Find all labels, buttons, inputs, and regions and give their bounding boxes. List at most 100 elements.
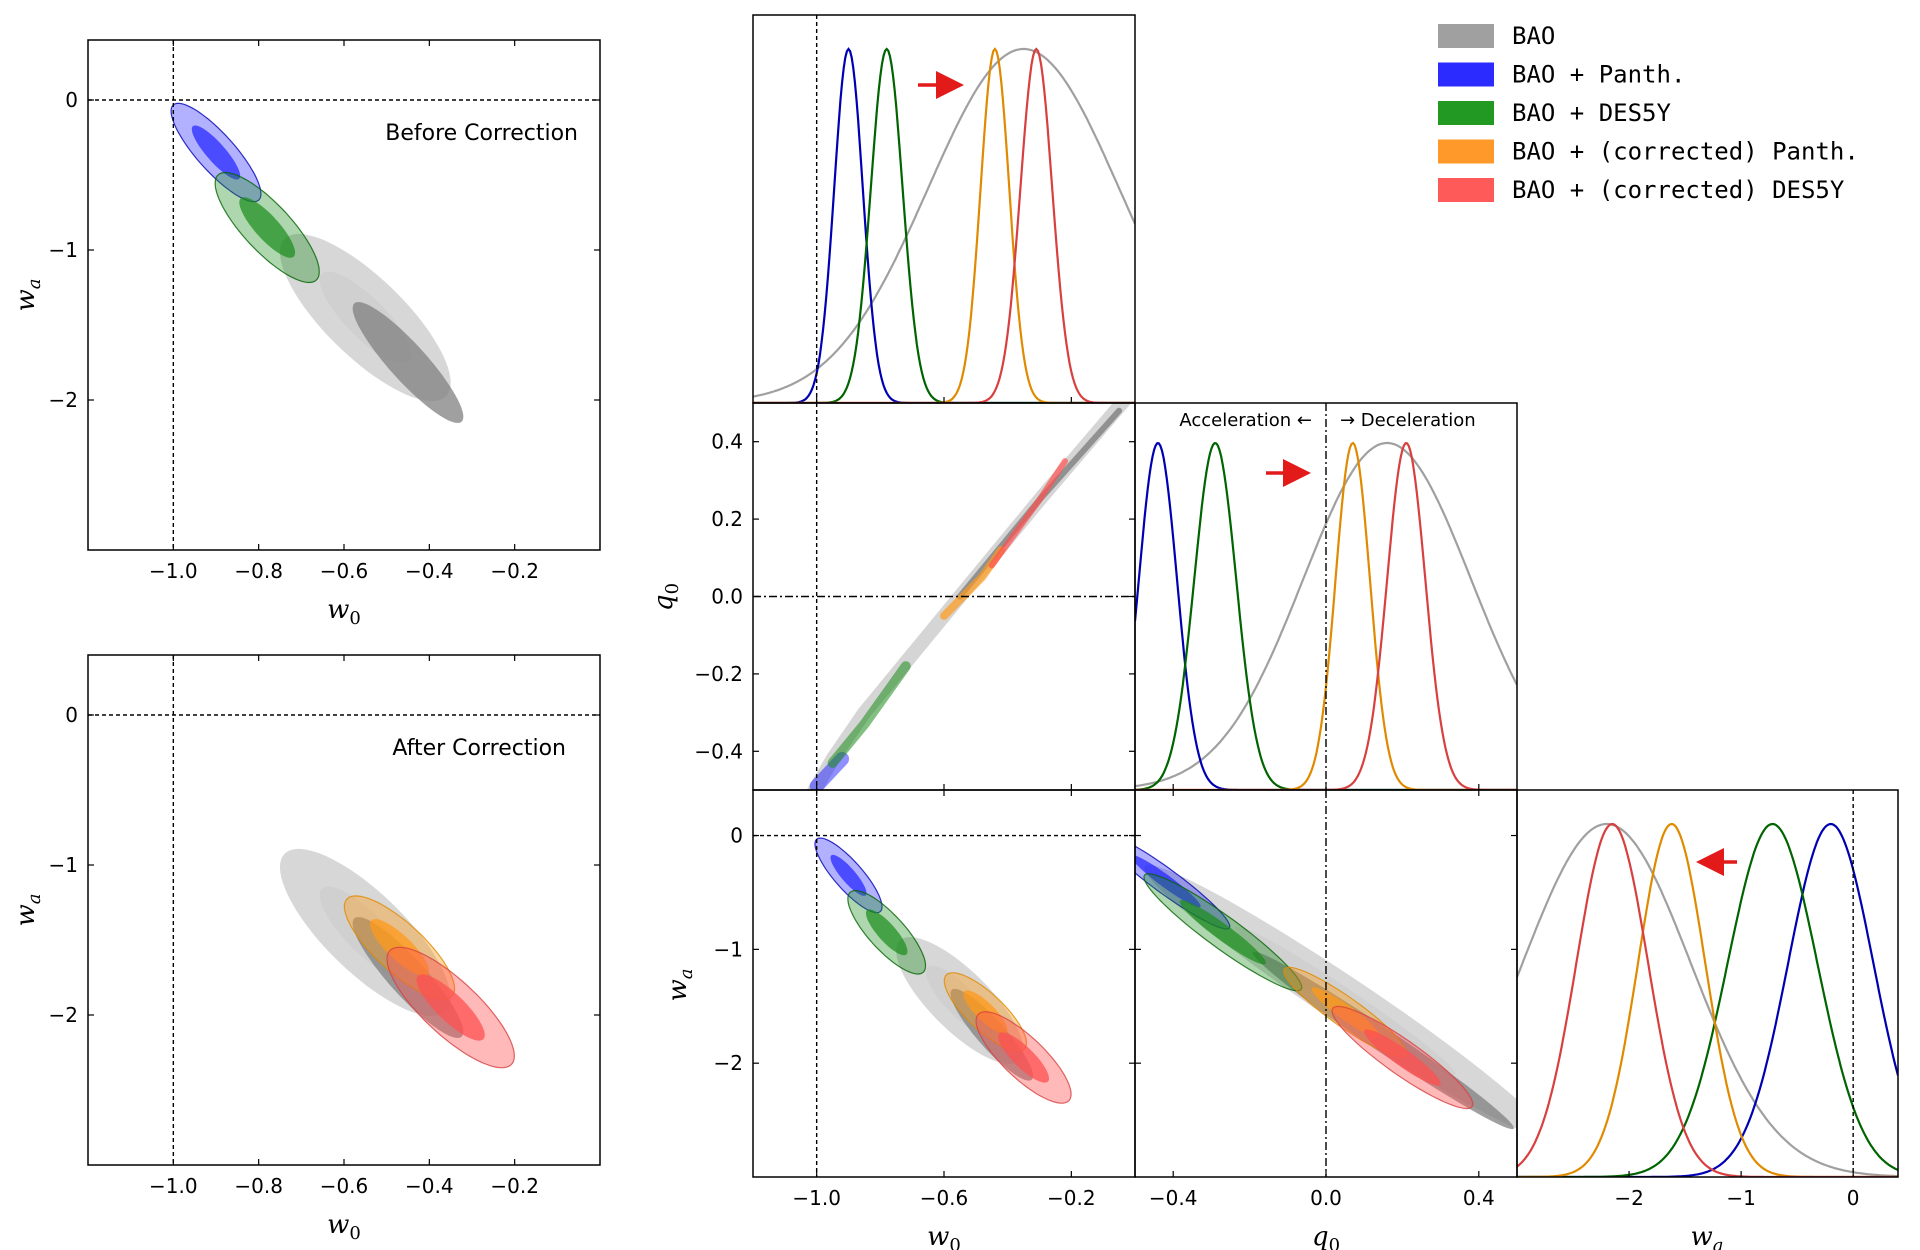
c31-ytick-label: −1 bbox=[714, 937, 743, 961]
after-ytick-label: −1 bbox=[49, 853, 78, 877]
before-xlabel-sub: 0 bbox=[349, 608, 360, 629]
m3-curve-bao bbox=[1517, 822, 1898, 1177]
c32-des5y-contour-inner bbox=[1179, 900, 1266, 965]
legend-label: BAO bbox=[1512, 22, 1555, 50]
after-cdes5y-contour-inner bbox=[416, 974, 485, 1041]
before-ylabel-base: w bbox=[11, 289, 41, 311]
m3-xtick-label: −2 bbox=[1614, 1186, 1643, 1210]
c32-cdes5y-contour bbox=[1331, 1005, 1474, 1110]
acceleration-label: Acceleration ← bbox=[1179, 410, 1312, 431]
c31-xlabel-base: w bbox=[927, 1222, 949, 1250]
before-ytick-label: −2 bbox=[49, 388, 78, 412]
after-xtick-label: −0.8 bbox=[234, 1174, 283, 1198]
c21-des5y-band bbox=[827, 661, 911, 768]
legend-swatch bbox=[1438, 62, 1494, 87]
m3-xlabel-base: w bbox=[1691, 1222, 1713, 1250]
before-xtick-label: −0.4 bbox=[405, 559, 454, 583]
after-xlabel-sub: 0 bbox=[349, 1223, 360, 1244]
before-ytick-label: −1 bbox=[49, 238, 78, 262]
c32-xtick-label: 0.0 bbox=[1310, 1186, 1342, 1210]
m1-frame bbox=[752, 14, 1136, 404]
c31-panth-contour-inner bbox=[830, 854, 867, 896]
c31-xlabel: w0 bbox=[927, 1222, 961, 1250]
m1-curve-bao bbox=[753, 47, 1135, 398]
before-xlabel: w0 bbox=[327, 595, 361, 629]
before-ylabel: wa bbox=[11, 279, 45, 312]
before-xtick-label: −1.0 bbox=[149, 559, 198, 583]
c32-xtick-label: 0.4 bbox=[1463, 1186, 1495, 1210]
before-bao-core bbox=[352, 302, 464, 423]
c21-ytick-label: −0.4 bbox=[694, 739, 743, 763]
c31-ytick-label: 0 bbox=[730, 824, 743, 848]
m3-curve-bao-des5y bbox=[1517, 822, 1898, 1177]
c31-des5y-contour-inner bbox=[865, 909, 908, 956]
m3-curve-bao-corrected-panth- bbox=[1517, 822, 1898, 1177]
m3-xlabel: wa bbox=[1691, 1222, 1724, 1250]
m1-curves bbox=[753, 47, 1135, 403]
c31-cdes5y-contour-inner bbox=[998, 1032, 1049, 1083]
c31-xtick-label: −0.6 bbox=[920, 1186, 969, 1210]
c32-xlabel-base: q bbox=[1312, 1222, 1329, 1250]
c32-panth-contour-inner bbox=[1135, 855, 1201, 908]
after-xlabel-base: w bbox=[327, 1210, 349, 1240]
m2-curve-bao bbox=[1135, 441, 1517, 788]
deceleration-label: → Deceleration bbox=[1340, 410, 1476, 431]
m3-xlabel-sub: a bbox=[1713, 1235, 1724, 1250]
before-des5y-contour bbox=[214, 171, 320, 284]
m2-curve-bao-panth- bbox=[1135, 442, 1517, 790]
after-correction-label: After Correction bbox=[392, 736, 566, 761]
c32-xlabel-sub: 0 bbox=[1329, 1235, 1340, 1250]
c32-cpanth-contour-inner bbox=[1311, 987, 1379, 1037]
before-xtick-label: −0.2 bbox=[490, 559, 539, 583]
c31-ylabel-sub: a bbox=[676, 969, 697, 980]
before-des5y-contour-inner bbox=[239, 197, 296, 258]
before-xtick-label: −0.8 bbox=[234, 559, 283, 583]
legend: BAO BAO + Panth. BAO + DES5Y BAO + (correct… bbox=[1438, 22, 1859, 204]
after-ylabel: wa bbox=[11, 894, 45, 927]
after-xtick-label: −0.6 bbox=[320, 1174, 369, 1198]
c21-ytick-label: 0.4 bbox=[711, 430, 743, 454]
before-ylabel-sub: a bbox=[24, 279, 45, 290]
m3-curves bbox=[1517, 822, 1898, 1177]
c32-cdes5y-contour-inner bbox=[1364, 1029, 1441, 1086]
c31-cdes5y-contour bbox=[975, 1011, 1072, 1104]
after-ytick-label: 0 bbox=[65, 703, 78, 727]
c21-ylabel: q0 bbox=[649, 583, 683, 611]
m1-curve-bao-corrected-des5y bbox=[753, 47, 1135, 403]
m3-curve-bao-panth- bbox=[1517, 822, 1898, 1177]
m3-curve-bao-corrected-des5y bbox=[1517, 822, 1898, 1177]
c21-bands bbox=[806, 403, 1132, 790]
c21-ylabel-sub: 0 bbox=[662, 583, 683, 594]
c21-ylabel-base: q bbox=[649, 594, 679, 611]
c31-xlabel-sub: 0 bbox=[949, 1235, 960, 1250]
after-ylabel-base: w bbox=[11, 904, 41, 926]
c31-ylabel: wa bbox=[663, 969, 697, 1002]
before-panth-contour-inner bbox=[191, 125, 241, 180]
legend-swatch bbox=[1438, 139, 1494, 164]
after-xtick-label: −0.2 bbox=[490, 1174, 539, 1198]
before-xtick-label: −0.6 bbox=[320, 559, 369, 583]
legend-label: BAO + Panth. bbox=[1512, 61, 1685, 89]
after-xlabel: w0 bbox=[327, 1210, 361, 1244]
c31-ytick-label: −2 bbox=[714, 1051, 743, 1075]
after-ylabel-sub: a bbox=[24, 894, 45, 905]
before-ytick-label: 0 bbox=[65, 88, 78, 112]
c32-des5y-contour bbox=[1143, 873, 1303, 992]
c21-cdes5y-band bbox=[988, 458, 1068, 569]
c21-ytick-label: 0.2 bbox=[711, 507, 743, 531]
c32-xlabel: q0 bbox=[1312, 1222, 1340, 1250]
after-cdes5y-contour bbox=[386, 946, 515, 1069]
c21-ytick-label: 0.0 bbox=[711, 585, 743, 609]
after-xtick-label: −1.0 bbox=[149, 1174, 198, 1198]
after-ytick-label: −2 bbox=[49, 1003, 78, 1027]
before-correction-label: Before Correction bbox=[385, 121, 578, 146]
legend-label: BAO + DES5Y bbox=[1512, 99, 1671, 127]
legend-label: BAO + (corrected) DES5Y bbox=[1512, 176, 1845, 204]
c32-xtick-label: −0.4 bbox=[1149, 1186, 1198, 1210]
before-xlabel-base: w bbox=[327, 595, 349, 625]
before-bao-core-shape bbox=[352, 302, 464, 423]
c31-ylabel-base: w bbox=[663, 979, 693, 1001]
after-xtick-label: −0.4 bbox=[405, 1174, 454, 1198]
c31-des5y-contour bbox=[847, 889, 927, 975]
